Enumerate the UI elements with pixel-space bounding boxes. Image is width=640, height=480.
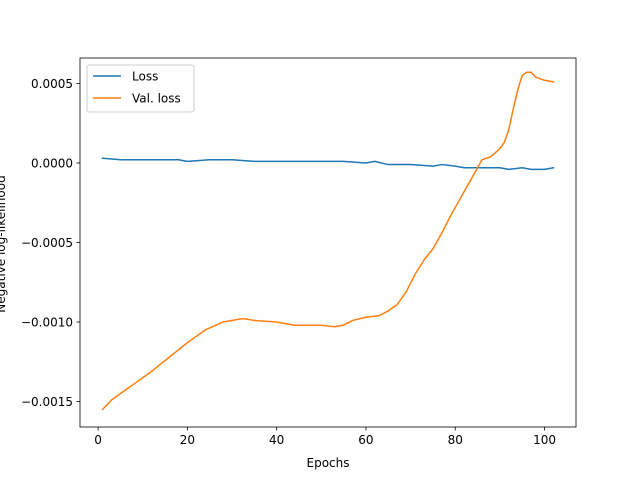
x-tick-label: 40 [269,433,284,447]
legend: Loss Val. loss [86,64,195,113]
x-tick-label: 100 [533,433,556,447]
series-line-val-loss [101,71,555,411]
y-axis-ticks: −0.0015 −0.0010 −0.0005 0.0000 0.0005 [21,77,80,409]
y-tick-label: −0.0005 [21,236,73,250]
x-tick-label: 80 [448,433,463,447]
legend-label-loss: Loss [132,70,158,84]
x-tick-label: 0 [94,433,102,447]
x-axis-ticks: 0 20 40 60 80 100 [94,427,556,447]
x-tick-label: 20 [180,433,195,447]
x-tick-label: 60 [358,433,373,447]
x-axis-label: Epochs [307,456,350,470]
y-tick-label: −0.0015 [21,395,73,409]
y-tick-label: −0.0010 [21,316,73,330]
legend-label-val-loss: Val. loss [132,92,181,106]
y-tick-label: 0.0005 [31,77,73,91]
y-tick-label: 0.0000 [31,156,73,170]
series-line-loss [101,157,555,171]
y-axis-label: Negative log-likelihood [0,175,8,312]
